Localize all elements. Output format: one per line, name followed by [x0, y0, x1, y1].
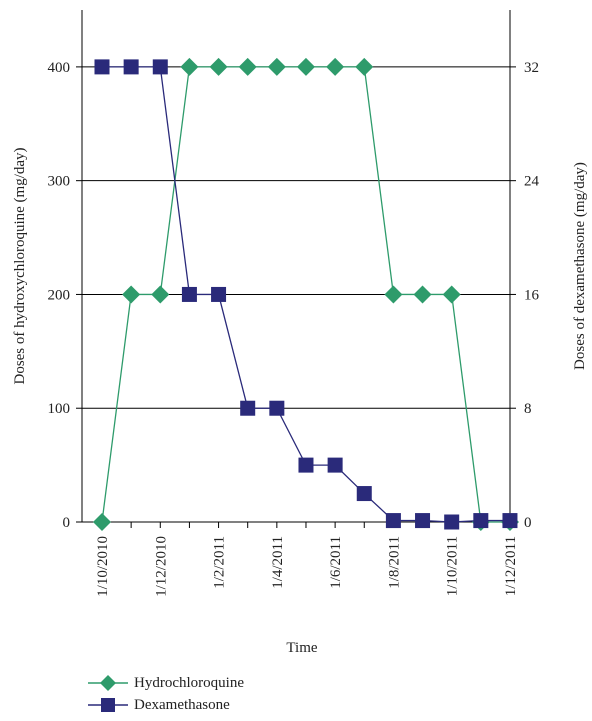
- hydrochloroquine-point: [238, 57, 257, 76]
- hydrochloroquine-point: [267, 57, 286, 76]
- legend: Hydrochloroquine Dexamethasone: [88, 672, 244, 716]
- dexamethasone-point: [269, 400, 285, 416]
- dexamethasone-point: [211, 286, 227, 302]
- dexamethasone-point: [473, 513, 489, 529]
- square-marker-icon: [88, 698, 128, 712]
- legend-label-hydrochloroquine: Hydrochloroquine: [134, 674, 244, 691]
- dexamethasone-point: [123, 59, 139, 75]
- x-tick-label: 1/10/2011: [445, 536, 461, 596]
- hydrochloroquine-point: [442, 285, 461, 304]
- dexamethasone-point: [385, 513, 401, 529]
- dexamethasone-point: [240, 400, 256, 416]
- dexamethasone-point: [415, 513, 431, 529]
- hydrochloroquine-point: [384, 285, 403, 304]
- x-tick-label: 1/4/2011: [270, 536, 286, 589]
- x-tick-label: 1/10/2010: [95, 536, 111, 597]
- x-tick-label: 1/2/2011: [212, 536, 228, 589]
- hydrochloroquine-point: [296, 57, 315, 76]
- hydrochloroquine-point: [326, 57, 345, 76]
- y-left-tick-label: 100: [48, 401, 71, 417]
- x-tick-label: 1/12/2010: [153, 536, 169, 597]
- hydrochloroquine-point: [122, 285, 141, 304]
- legend-item-dexamethasone: Dexamethasone: [88, 694, 244, 716]
- hydrochloroquine-point: [355, 57, 374, 76]
- y-right-tick-label: 0: [524, 515, 532, 531]
- dexamethasone-point: [502, 513, 518, 529]
- y-right-axis-title: Doses of dexamethasone (mg/day): [572, 162, 588, 370]
- hydrochloroquine-point: [93, 513, 111, 531]
- x-tick-label: 1/8/2011: [386, 536, 402, 589]
- y-right-tick-label: 8: [524, 401, 532, 417]
- dexamethasone-point: [181, 286, 197, 302]
- y-left-tick-label: 0: [63, 515, 71, 531]
- y-left-axis-title: Doses of hydroxychloroquine (mg/day): [12, 147, 28, 384]
- dexamethasone-point: [444, 514, 460, 530]
- hydrochloroquine-point: [151, 285, 170, 304]
- x-tick-label: 1/6/2011: [328, 536, 344, 589]
- x-tick-label: 1/12/2011: [503, 536, 519, 596]
- dexamethasone-point: [152, 59, 168, 75]
- dexamethasone-point: [356, 486, 372, 502]
- y-left-tick-label: 200: [48, 287, 71, 303]
- y-left-tick-label: 400: [48, 60, 71, 76]
- x-axis-title: Time: [286, 640, 317, 656]
- hydrochloroquine-point: [180, 57, 199, 76]
- hydrochloroquine-point: [209, 57, 228, 76]
- hydrochloroquine-point: [413, 285, 432, 304]
- dexamethasone-point: [94, 59, 110, 75]
- dexamethasone-point: [327, 457, 343, 473]
- legend-item-hydrochloroquine: Hydrochloroquine: [88, 672, 244, 694]
- dexamethasone-point: [298, 457, 314, 473]
- y-right-tick-label: 16: [524, 287, 540, 303]
- y-left-tick-label: 300: [48, 174, 71, 190]
- y-right-tick-label: 24: [524, 174, 540, 190]
- diamond-marker-icon: [88, 675, 128, 691]
- legend-label-dexamethasone: Dexamethasone: [134, 696, 230, 713]
- y-right-tick-label: 32: [524, 60, 539, 76]
